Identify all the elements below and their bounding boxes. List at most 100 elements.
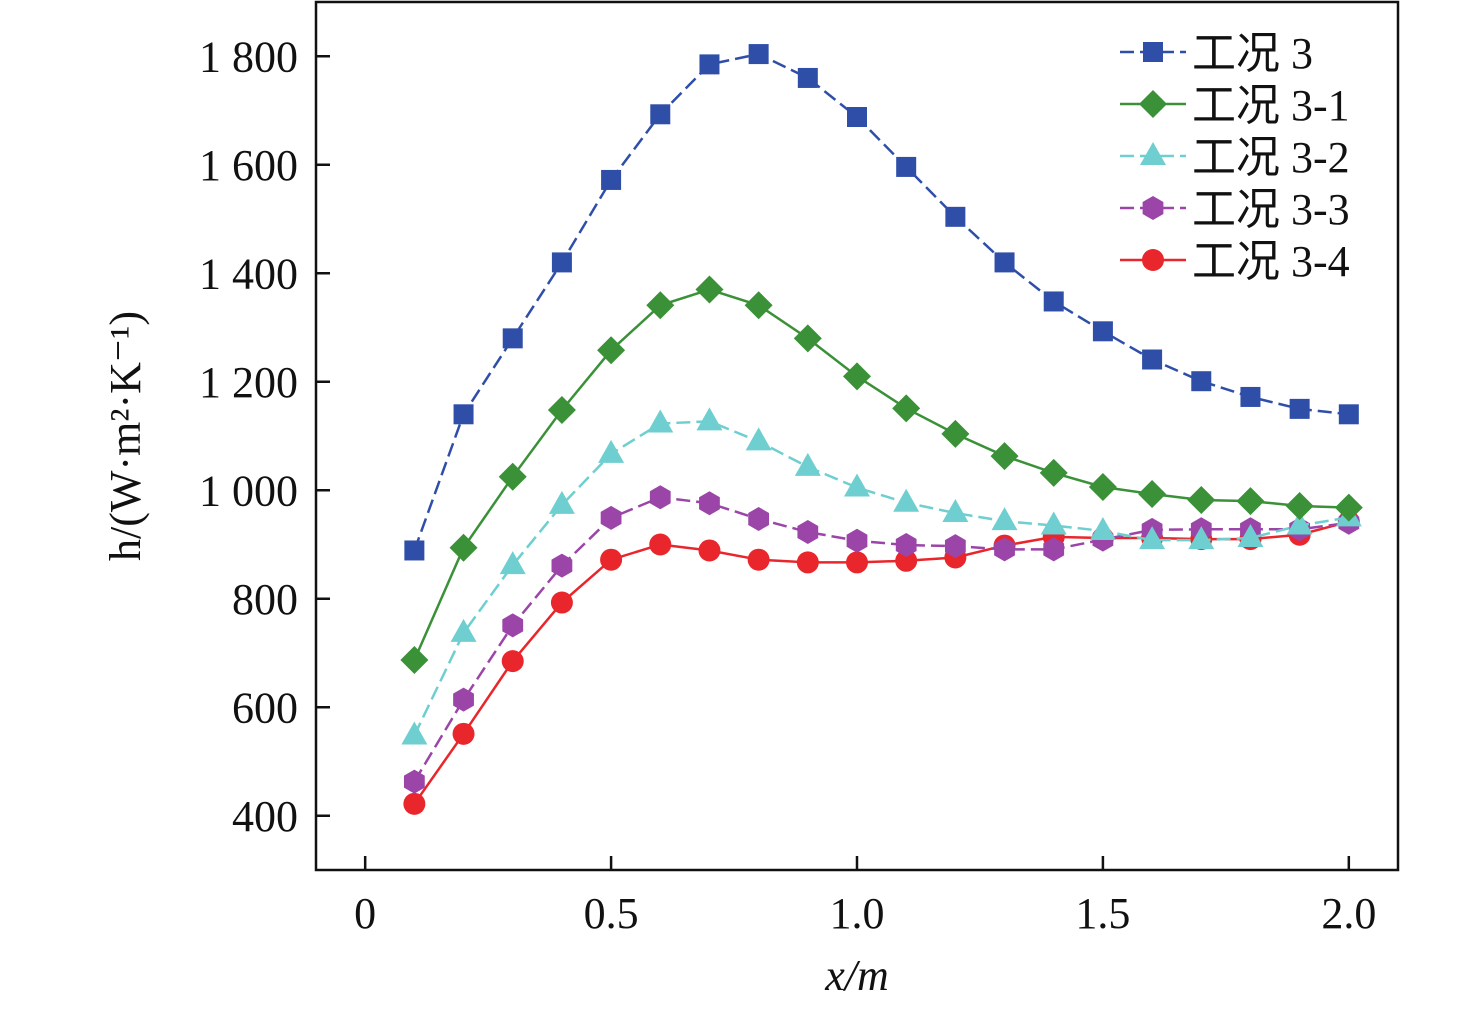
hexagon-marker: [453, 687, 474, 712]
triangle-marker: [1140, 142, 1166, 165]
legend-label: 工况 3-4: [1192, 237, 1350, 286]
triangle-marker: [401, 721, 428, 745]
triangle-marker: [1286, 511, 1313, 535]
y-tick-label: 1 000: [199, 466, 298, 515]
triangle-marker: [1139, 526, 1166, 550]
diamond-marker: [892, 394, 921, 423]
diamond-marker: [793, 324, 822, 353]
hexagon-marker: [600, 505, 622, 530]
square-marker: [748, 44, 769, 65]
diamond-marker: [400, 646, 429, 675]
triangle-marker: [844, 473, 870, 497]
square-marker: [847, 107, 867, 128]
circle-marker: [747, 548, 770, 571]
square-marker: [1191, 371, 1212, 392]
triangle-marker: [548, 490, 575, 514]
diamond-marker: [1334, 493, 1363, 522]
series-工况-3-1: [400, 275, 1363, 675]
circle-marker: [1142, 249, 1164, 271]
square-marker: [551, 252, 572, 273]
square-marker: [699, 54, 720, 75]
series-工况-3-3: [403, 485, 1360, 794]
diamond-marker: [1187, 486, 1216, 515]
square-marker: [453, 404, 474, 425]
square-marker: [502, 328, 523, 349]
y-axis-label: h/(W·m²·K⁻¹): [101, 311, 150, 561]
y-tick-label: 400: [232, 792, 298, 841]
hexagon-marker: [797, 520, 819, 545]
y-tick-label: 600: [232, 683, 298, 732]
legend-label: 工况 3-1: [1192, 81, 1350, 130]
hexagon-marker: [502, 613, 524, 638]
hexagon-marker: [403, 769, 425, 794]
square-marker: [1338, 404, 1359, 425]
triangle-marker: [450, 618, 477, 642]
diamond-marker: [1138, 480, 1167, 509]
diamond-marker: [941, 419, 970, 448]
square-marker: [945, 206, 966, 227]
circle-marker: [796, 551, 819, 574]
square-marker: [896, 156, 917, 177]
y-tick-label: 1 400: [199, 249, 298, 298]
triangle-marker: [893, 488, 920, 512]
diamond-marker: [744, 291, 773, 320]
diamond-marker: [597, 336, 626, 365]
diamond-marker: [843, 362, 871, 391]
diamond-marker: [498, 462, 527, 491]
diamond-marker: [1139, 90, 1167, 118]
x-tick-label: 1.0: [830, 889, 885, 938]
triangle-marker: [696, 407, 723, 431]
square-marker: [1240, 386, 1261, 407]
x-tick-label: 0: [354, 889, 376, 938]
hexagon-marker: [846, 528, 868, 553]
triangle-marker: [991, 507, 1018, 531]
square-marker: [1092, 321, 1113, 342]
x-axis-label: x/m: [824, 951, 889, 1000]
square-marker: [1289, 398, 1310, 419]
series-工况-3-4: [403, 510, 1360, 815]
y-tick-label: 1 200: [199, 358, 298, 407]
triangle-marker: [1040, 511, 1067, 535]
square-marker: [797, 67, 818, 88]
triangle-marker: [1237, 523, 1264, 547]
diamond-marker: [1039, 458, 1068, 487]
square-marker: [404, 540, 425, 561]
hexagon-marker: [994, 537, 1015, 562]
diamond-marker: [1236, 487, 1265, 516]
triangle-marker: [598, 439, 625, 463]
circle-marker: [895, 549, 918, 572]
diamond-marker: [695, 275, 724, 304]
triangle-marker: [1188, 526, 1215, 550]
diamond-marker: [449, 533, 478, 562]
square-marker: [650, 104, 671, 125]
diamond-marker: [990, 442, 1019, 471]
triangle-marker: [942, 499, 969, 523]
circle-marker: [501, 650, 524, 673]
legend-item: 工况 3: [1120, 29, 1313, 78]
circle-marker: [452, 722, 475, 745]
diamond-marker: [1088, 472, 1117, 501]
diamond-marker: [1285, 491, 1314, 520]
hexagon-marker: [649, 485, 671, 510]
x-tick-label: 1.5: [1075, 889, 1130, 938]
circle-marker: [403, 792, 426, 815]
hexagon-marker: [699, 491, 720, 516]
series-工况-3-2: [401, 407, 1362, 745]
circle-marker: [649, 533, 672, 556]
square-marker: [1142, 349, 1163, 370]
legend-label: 工况 3-3: [1192, 185, 1350, 234]
circle-marker: [698, 539, 721, 562]
diamond-marker: [646, 291, 675, 320]
hexagon-marker: [1043, 537, 1065, 562]
hexagon-marker: [748, 507, 770, 532]
square-marker: [1143, 42, 1163, 62]
legend-item: 工况 3-1: [1120, 81, 1350, 130]
circle-marker: [846, 551, 868, 574]
legend-label: 工况 3-2: [1192, 133, 1350, 182]
y-tick-label: 800: [232, 575, 298, 624]
legend-item: 工况 3-3: [1120, 185, 1350, 234]
square-marker: [994, 252, 1015, 273]
hexagon-marker: [551, 553, 573, 578]
triangle-marker: [499, 551, 526, 575]
square-marker: [1043, 291, 1064, 312]
